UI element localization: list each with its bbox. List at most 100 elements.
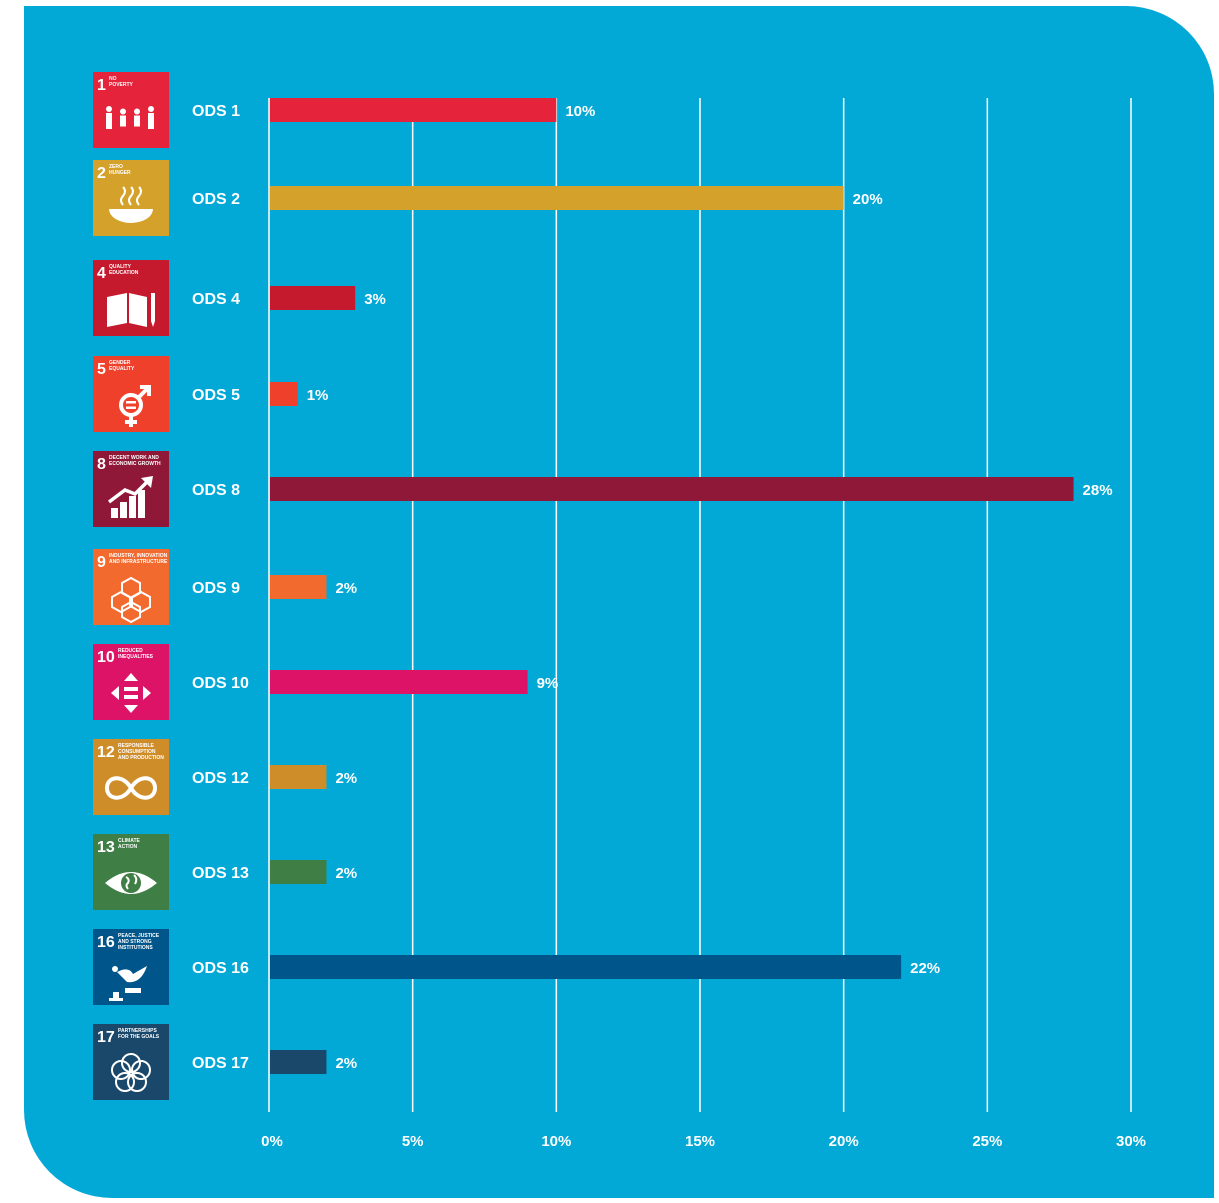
sdg-tile-title: EQUALITY (109, 366, 135, 372)
value-label: 2% (335, 865, 357, 882)
sdg-tile-title: INDUSTRY, INNOVATION (109, 553, 168, 559)
x-tick-label: 25% (972, 1133, 1002, 1150)
sdg-tile-title: ACTION (118, 844, 138, 850)
sdg-tile-number: 12 (97, 744, 115, 761)
equality-arrows-icon (111, 673, 151, 713)
sdg-tile-title: CLIMATE (118, 838, 141, 844)
sdg-tile-bg (93, 739, 169, 815)
gridlines (268, 98, 1132, 1112)
category-label: ODS 17 (192, 1055, 249, 1072)
sdg-tile-title: AND PRODUCTION (118, 755, 164, 761)
category-label: ODS 8 (192, 482, 240, 499)
sdg-tile-title: QUALITY (109, 264, 132, 270)
bar (270, 1050, 327, 1074)
category-label: ODS 5 (192, 387, 240, 404)
dove-gavel-icon (109, 966, 147, 1001)
eye-globe-icon (105, 872, 157, 894)
category-label: ODS 2 (192, 191, 240, 208)
category-label: ODS 4 (192, 291, 240, 308)
sdg-tile-title: HUNGER (109, 170, 131, 176)
gender-icon (119, 385, 151, 427)
category-label: ODS 13 (192, 865, 249, 882)
sdg-tile-title: NO (109, 76, 117, 82)
sdg-tile-title: INEQUALITIES (118, 654, 154, 660)
bar (270, 286, 356, 310)
category-label: ODS 16 (192, 960, 249, 977)
book-icon (107, 293, 155, 327)
sdg-tile-title: AND INFRASTRUCTURE (109, 559, 168, 565)
sdg-tile-title: GENDER (109, 360, 131, 366)
bar (270, 955, 902, 979)
bar (270, 186, 844, 210)
x-tick-label: 5% (402, 1133, 424, 1150)
bar (270, 860, 327, 884)
sdg-tile-title: PARTNERSHIPS (118, 1028, 157, 1034)
sdg-tile-number: 5 (97, 361, 106, 378)
sdg-tile-title: INSTITUTIONS (118, 945, 153, 951)
growth-chart-icon (107, 476, 153, 518)
x-tick-label: 10% (541, 1133, 571, 1150)
bar (270, 670, 528, 694)
value-label: 2% (335, 770, 357, 787)
sdg-tile-title: PEACE, JUSTICE (118, 933, 160, 939)
sdg-tile-title: AND STRONG (118, 939, 152, 945)
rings-icon (111, 1053, 151, 1092)
category-label: ODS 9 (192, 580, 240, 597)
sdg-tile-title: ZERO (109, 164, 123, 170)
sdg-tile-title: CONSUMPTION (118, 749, 156, 755)
x-tick-label: 0% (261, 1133, 283, 1150)
sdg-tile-title: DECENT WORK AND (109, 455, 159, 461)
sdg-tile-number: 13 (97, 839, 115, 856)
value-label: 20% (853, 191, 883, 208)
sdg-tile-title: FOR THE GOALS (118, 1034, 160, 1040)
sdg-tile-number: 1 (97, 77, 106, 94)
value-label: 9% (537, 675, 559, 692)
sdg-tile-number: 16 (97, 934, 115, 951)
bar (270, 98, 557, 122)
bowl-icon (109, 186, 153, 223)
cubes-icon (111, 576, 151, 624)
bar (270, 477, 1074, 501)
bar (270, 382, 298, 406)
sdg-tile-title: POVERTY (109, 82, 134, 88)
sdg-tile-bg (93, 549, 169, 625)
category-label: ODS 10 (192, 675, 249, 692)
sdg-tile-number: 10 (97, 649, 115, 666)
sdg-tile-bg (93, 160, 169, 236)
bar (270, 765, 327, 789)
sdg-tile-title: RESPONSIBLE (118, 743, 155, 749)
family-icon (106, 106, 154, 129)
x-tick-label: 15% (685, 1133, 715, 1150)
sdg-tile-number: 8 (97, 456, 106, 473)
sdg-tile-title: EDUCATION (109, 270, 139, 276)
sdg-tile-title: ECONOMIC GROWTH (109, 461, 161, 467)
infinity-loop-icon (104, 776, 158, 800)
sdg-tile-number: 4 (97, 265, 106, 282)
value-label: 10% (565, 103, 595, 120)
value-label: 2% (335, 1055, 357, 1072)
value-label: 2% (335, 580, 357, 597)
x-tick-label: 20% (829, 1133, 859, 1150)
value-label: 22% (910, 960, 940, 977)
sdg-tile-number: 2 (97, 165, 106, 182)
sdg-tile-number: 17 (97, 1029, 115, 1046)
sdg-tile-bg (93, 72, 169, 148)
value-label: 3% (364, 291, 386, 308)
sdg-tile-number: 9 (97, 554, 106, 571)
value-label: 1% (307, 387, 329, 404)
category-label: ODS 1 (192, 103, 240, 120)
bar (270, 575, 327, 599)
value-label: 28% (1083, 482, 1113, 499)
